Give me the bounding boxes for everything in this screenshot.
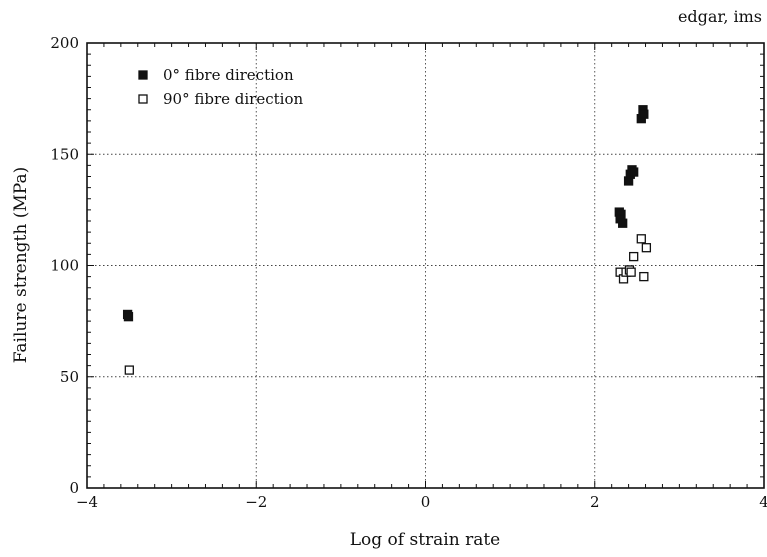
data-point-90deg	[641, 243, 652, 253]
y-axis-label: Failure strength (MPa)	[11, 167, 31, 363]
x-tick-label: 4	[759, 493, 767, 511]
x-tick-label: 2	[590, 493, 600, 511]
legend-label: 90° fibre direction	[163, 90, 303, 108]
data-point-0deg	[639, 109, 649, 119]
data-point-90deg	[124, 365, 134, 375]
y-tick-label: 150	[50, 145, 79, 163]
x-axis-label: Log of strain rate	[350, 530, 501, 550]
data-point-90deg	[636, 234, 646, 244]
corner-label: edgar, ims	[678, 7, 762, 26]
data-point-90deg	[626, 267, 636, 277]
legend-marker-0deg	[138, 70, 148, 80]
y-tick-label: 0	[69, 479, 79, 497]
grid	[87, 43, 764, 488]
x-tick-label: −2	[245, 493, 267, 511]
legend-label: 0° fibre direction	[163, 66, 294, 84]
data-point-90deg	[629, 251, 639, 262]
y-tick-label: 200	[50, 34, 79, 52]
tick-labels: −4 −2 0 2 4 0 50 100 150 200	[50, 34, 767, 511]
data-point-0deg	[123, 312, 134, 322]
y-tick-label: 100	[50, 257, 79, 275]
plot-frame	[86, 42, 765, 489]
legend: 0° fibre direction 90° fibre direction	[138, 66, 303, 108]
y-tick-label: 50	[60, 368, 79, 386]
data-point-0deg	[629, 167, 639, 177]
data-point-90deg	[639, 271, 649, 282]
x-tick-label: −4	[76, 493, 98, 511]
data-point-0deg	[618, 218, 628, 228]
x-tick-label: 0	[421, 493, 431, 511]
legend-marker-90deg	[138, 94, 148, 104]
data-marks	[122, 105, 652, 375]
